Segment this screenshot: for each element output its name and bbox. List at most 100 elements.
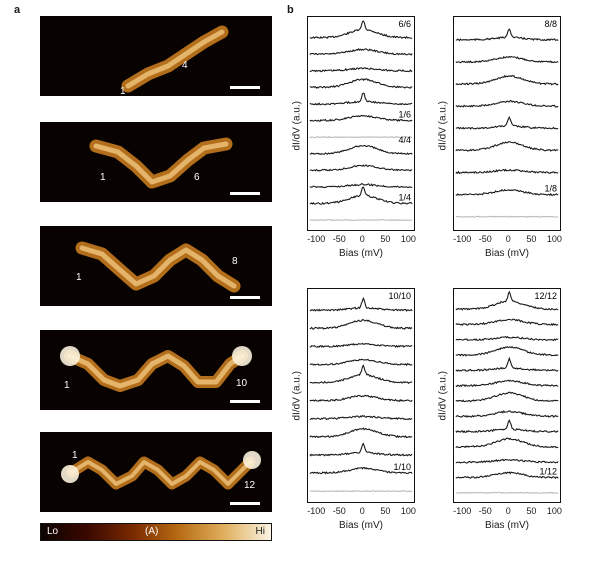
curve-bottom-label: 1/10 (393, 462, 411, 472)
molecule-chain-4 (60, 346, 252, 392)
spectra-svg: 8/8 1/8 (455, 19, 559, 218)
curve-top-label: 4/4 (398, 135, 411, 145)
stm-image-2: 1 6 (40, 122, 272, 202)
spectrum-line (455, 335, 559, 342)
curve-bottom-label: 1/4 (398, 192, 411, 202)
spectrum-line (455, 356, 559, 372)
spectrum-line (309, 358, 413, 367)
chain-end-label: 6 (194, 172, 200, 183)
plot-area: 6/6 1/6 4/4 1/4 (307, 16, 415, 231)
x-tick-labels: -100 -50 0 50 100 (307, 506, 416, 518)
y-axis-label: dI/dV (a.u.) (291, 101, 303, 151)
x-tick-label: 0 (359, 234, 365, 244)
x-tick-label: -100 (307, 234, 326, 244)
x-tick-label: 50 (526, 234, 537, 244)
spectra-svg: 6/6 1/6 4/4 1/4 (309, 19, 413, 222)
panel-b-label: b (287, 4, 294, 16)
spectra-svg: 12/12 1/12 (455, 290, 559, 495)
x-tick-label: 0 (359, 506, 365, 516)
spectrum-line (455, 141, 559, 152)
x-axis-label: Bias (mV) (339, 520, 383, 531)
panel-a-label: a (14, 4, 21, 16)
x-tick-label: 50 (380, 234, 391, 244)
curve-top-label: 8/8 (544, 19, 557, 29)
x-tick-label: -50 (478, 234, 492, 244)
spectrum-line (309, 414, 413, 421)
spectrum-line (309, 342, 413, 349)
scale-bar (230, 192, 260, 195)
curve-top-label: 10/10 (388, 291, 411, 301)
spectrum-line (455, 99, 559, 108)
substrate-spectrum-line (455, 491, 559, 495)
molecule-chain-3 (75, 241, 241, 293)
spectrum-line (309, 78, 413, 89)
x-tick-label: -50 (478, 506, 492, 516)
stm-image-1: 1 4 (40, 16, 272, 96)
spectrum-line (455, 290, 559, 311)
y-axis-label: dI/dV (a.u.) (437, 101, 449, 151)
x-tick-label: -50 (332, 234, 346, 244)
colorbar: Lo (A) Hi (40, 523, 272, 541)
spectrum-line (455, 379, 559, 388)
substrate-spectrum-line (309, 135, 413, 139)
x-tick-labels: -100 -50 0 50 100 (453, 234, 562, 246)
spectrum-line (309, 427, 413, 439)
x-tick-label: 100 (400, 234, 416, 244)
spectrum-line (455, 409, 559, 418)
spectrum-line (455, 345, 559, 357)
spectrum-line (455, 391, 559, 403)
x-tick-label: -100 (453, 234, 472, 244)
scale-bar (230, 400, 260, 403)
spectrum-line (309, 145, 413, 156)
spectrum-line (455, 115, 559, 130)
spectrum-line (455, 458, 559, 464)
spectrum-line (455, 74, 559, 86)
spectrum-line (309, 318, 413, 330)
x-axis-label: Bias (mV) (485, 248, 529, 259)
spectrum-line (309, 364, 413, 385)
chain-end-label: 8 (232, 256, 238, 267)
spectrum-line (309, 92, 413, 106)
curve-bottom-label: 1/6 (398, 110, 411, 120)
spectrum-line (455, 188, 559, 197)
x-tick-labels: -100 -50 0 50 100 (307, 234, 416, 246)
spectrum-line (455, 55, 559, 64)
y-axis-label: dI/dV (a.u.) (437, 371, 449, 421)
x-tick-label: 50 (380, 506, 391, 516)
spectrum-line (455, 419, 559, 434)
colorbar-mid-label: (A) (145, 526, 159, 537)
scale-bar (230, 86, 260, 89)
spectrum-line (455, 471, 559, 479)
chain-end-label: 10 (236, 378, 248, 389)
chain-end-label: 4 (182, 60, 188, 71)
chain-start-label: 1 (100, 172, 106, 183)
chain-start-label: 1 (64, 380, 70, 391)
x-tick-label: -100 (453, 506, 472, 516)
substrate-spectrum-line (455, 215, 559, 218)
x-tick-label: 0 (505, 506, 511, 516)
substrate-spectrum-line (309, 218, 413, 222)
curve-top-label: 6/6 (398, 19, 411, 29)
spectrum-line (455, 28, 559, 42)
spectrum-line (309, 114, 413, 122)
x-axis-label: Bias (mV) (485, 520, 529, 531)
scale-bar (230, 502, 260, 505)
spectrum-line (455, 318, 559, 327)
chain-start-label: 1 (72, 450, 78, 461)
spectrum-line (309, 47, 413, 56)
molecule-chain-2 (89, 137, 233, 189)
scale-bar (230, 296, 260, 299)
stm-image-4: 1 10 (40, 330, 272, 410)
spectrum-line (309, 67, 413, 73)
stm-image-5: 1 12 (40, 432, 272, 512)
spectrum-line (309, 466, 413, 475)
molecule-chain-5 (61, 451, 261, 490)
stm-image-3: 1 8 (40, 226, 272, 306)
spectrum-line (309, 296, 413, 312)
plot-area: 8/8 1/8 (453, 16, 561, 231)
curve-top-label: 12/12 (534, 291, 557, 301)
curve-bottom-label: 1/8 (544, 184, 557, 194)
spectrum-line (309, 20, 413, 40)
plot-area: 12/12 1/12 (453, 288, 561, 503)
spectrum-line (455, 168, 559, 175)
